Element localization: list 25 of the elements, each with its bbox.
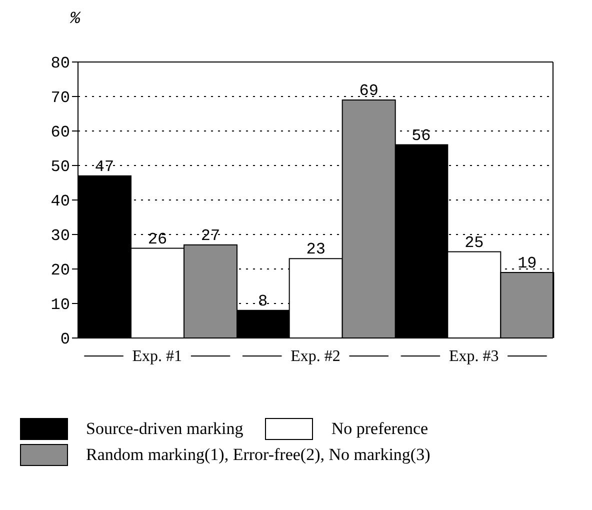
y-tick-label: 60 — [50, 124, 70, 142]
y-tick-label: 20 — [50, 262, 70, 280]
data-label: 25 — [464, 234, 484, 252]
x-tick-label: Exp. #1 — [132, 348, 182, 365]
legend-label: Random marking(1), Error-free(2), No marking(3) — [86, 445, 430, 465]
data-label: 19 — [518, 254, 537, 272]
data-label: 27 — [200, 226, 220, 245]
data-label: 26 — [148, 230, 168, 248]
x-tick-label: Exp. #3 — [448, 348, 499, 365]
y-tick-label: 50 — [50, 158, 70, 176]
data-label: 56 — [412, 126, 431, 145]
y-tick-label: 80 — [50, 54, 70, 73]
data-label: 23 — [306, 240, 326, 259]
x-tick-label: Exp. #2 — [290, 348, 340, 365]
data-label: 8 — [258, 292, 268, 310]
y-tick-label: 30 — [50, 227, 70, 246]
y-axis-title: % — [70, 10, 80, 29]
y-tick-label: 10 — [50, 296, 70, 314]
legend-label: Source-driven marking — [86, 419, 244, 439]
y-tick-label: 40 — [50, 192, 70, 211]
y-tick-label: 0 — [60, 330, 70, 349]
data-label: 47 — [94, 158, 114, 176]
data-label: 69 — [359, 82, 378, 100]
y-tick-label: 70 — [50, 89, 70, 108]
legend-label: No preference — [331, 419, 428, 439]
